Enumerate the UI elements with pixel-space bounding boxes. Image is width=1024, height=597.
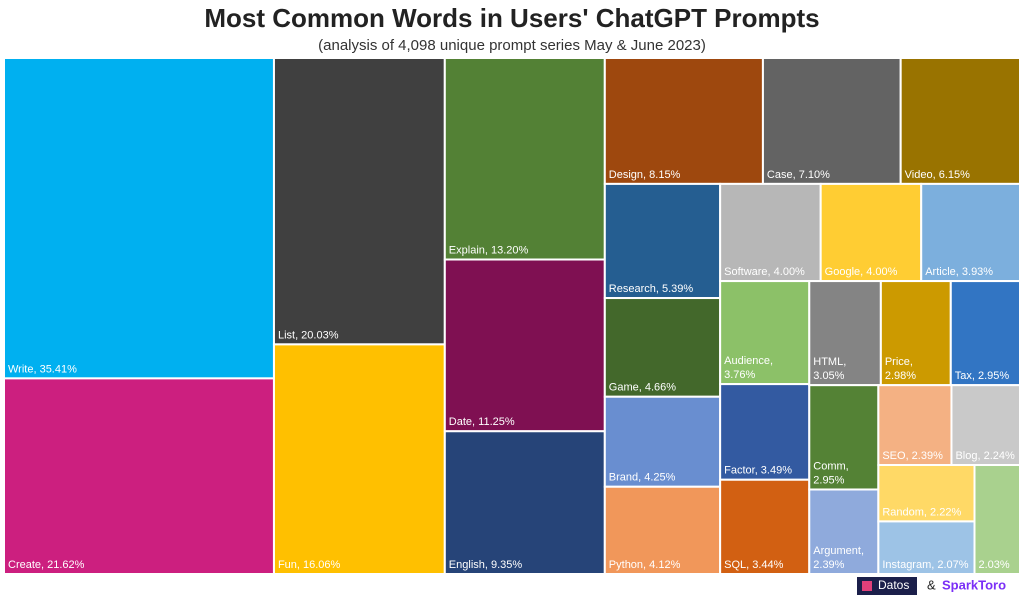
tile — [899, 57, 1022, 185]
tile-label: Research, 5.39% — [609, 283, 694, 295]
tile-label: Blog, 2.24% — [955, 450, 1015, 462]
tile-label: HTML, 3.05% — [813, 356, 846, 382]
tile-label: Brand, 4.25% — [609, 472, 676, 484]
tile-label: English, 9.35% — [449, 559, 523, 571]
tile-label-line: 2.95% — [813, 474, 844, 486]
tile — [808, 488, 880, 575]
chart-subtitle: (analysis of 4,098 unique prompt series … — [318, 37, 706, 54]
tile-label: Google, 4.00% — [825, 266, 898, 278]
brand-sparktoro: SparkToro — [942, 577, 1006, 592]
tile-label-line: Comm, — [813, 460, 848, 472]
chart-title: Most Common Words in Users' ChatGPT Prom… — [204, 3, 819, 33]
tile-label: 2.03% — [979, 559, 1010, 571]
tile — [603, 57, 764, 185]
tile — [950, 384, 1021, 467]
tile — [877, 464, 976, 523]
tile-label: Fun, 16.06% — [278, 559, 341, 571]
brand-icon — [862, 581, 872, 591]
tile — [973, 464, 1021, 576]
tile — [272, 343, 446, 575]
tile-label: Write, 35.41% — [8, 363, 77, 375]
tiles: Write, 35.41% Create, 21.62% List, 20.03% F… — [3, 57, 1022, 576]
tile — [272, 57, 446, 346]
tile-label: Random, 2.22% — [882, 506, 961, 518]
tile-label-line: 2.39% — [813, 559, 844, 571]
tile — [920, 182, 1022, 283]
tile-label: Software, 4.00% — [724, 266, 805, 278]
tile — [603, 297, 722, 398]
tile-label: Argument, 2.39% — [813, 545, 864, 571]
tile-label-line: 3.76% — [724, 369, 755, 381]
tile — [877, 520, 976, 576]
tile-label-line: 3.05% — [813, 370, 844, 382]
tile — [443, 430, 606, 575]
tile — [3, 377, 275, 576]
tile — [443, 258, 606, 433]
tile-label: List, 20.03% — [278, 329, 339, 341]
tile-label: SQL, 3.44% — [724, 559, 784, 571]
brand-datos: Datos — [878, 578, 909, 592]
tile-label: Tax, 2.95% — [955, 370, 1010, 382]
tile-label: Price, 2.98% — [885, 356, 916, 382]
tile-label-line: 2.98% — [885, 370, 916, 382]
tile-label-line: Price, — [885, 356, 913, 368]
tile-label: Explain, 13.20% — [449, 244, 529, 256]
tile-label: Comm, 2.95% — [813, 460, 848, 486]
tile-label: Date, 11.25% — [449, 416, 515, 428]
tile-label: Python, 4.12% — [609, 559, 681, 571]
tile — [443, 57, 606, 261]
tile-label: Game, 4.66% — [609, 382, 676, 394]
tile — [603, 485, 722, 576]
tile-label: Instagram, 2.07% — [882, 559, 968, 571]
tile-label: Article, 3.93% — [925, 266, 993, 278]
tile — [879, 280, 952, 387]
tile-label: Audience, 3.76% — [724, 355, 773, 381]
tile-label: Factor, 3.49% — [724, 465, 792, 477]
tile-label: Video, 6.15% — [905, 169, 970, 181]
tile-label: SEO, 2.39% — [882, 450, 943, 462]
tile-label-line: HTML, — [813, 356, 846, 368]
brand-separator: & — [927, 577, 936, 592]
tile-label: Create, 21.62% — [8, 559, 85, 571]
tile-label: Design, 8.15% — [609, 169, 681, 181]
tile — [877, 384, 953, 467]
tile-label: Case, 7.10% — [767, 169, 830, 181]
tile — [3, 57, 275, 380]
tile — [603, 395, 722, 488]
tile-label-line: Argument, — [813, 545, 864, 557]
tile — [949, 280, 1022, 387]
tile — [603, 182, 722, 300]
tile — [761, 57, 902, 185]
tile — [719, 478, 811, 575]
tile-label-line: Audience, — [724, 355, 773, 367]
tile — [808, 384, 880, 491]
